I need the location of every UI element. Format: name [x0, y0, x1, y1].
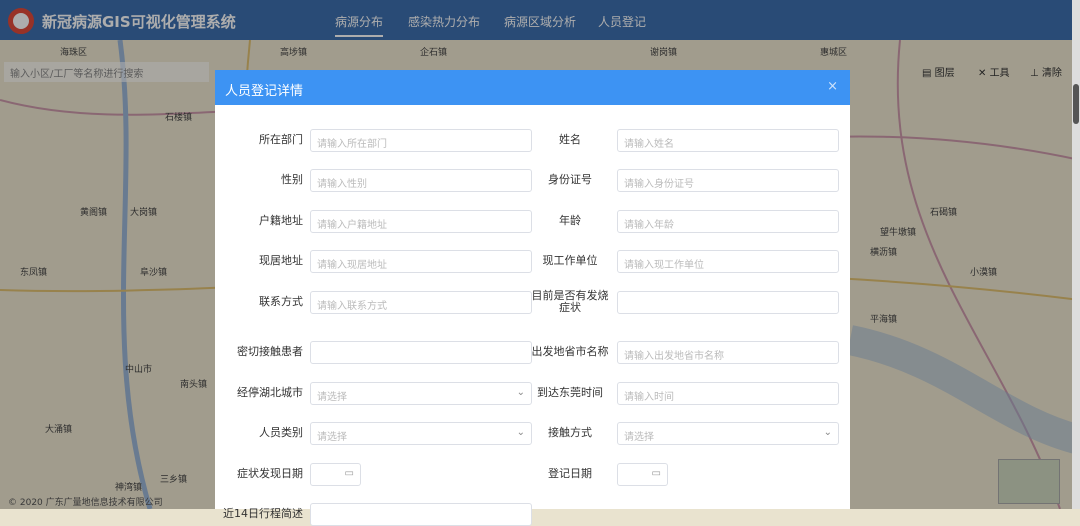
- text-input[interactable]: 请输入时间: [617, 382, 839, 405]
- select-field[interactable]: 请选择 ⌄: [617, 422, 839, 445]
- map-place-label: 黄阁镇: [80, 208, 108, 218]
- field-label: 现居地址: [259, 254, 303, 267]
- close-icon[interactable]: ×: [827, 79, 838, 94]
- map-place-label: 高埗镇: [280, 48, 308, 58]
- placeholder: 请输入身份证号: [624, 179, 694, 190]
- text-input[interactable]: 请输入性别: [310, 169, 532, 192]
- map-place-label: 中山市: [125, 365, 153, 375]
- placeholder: 请输入联系方式: [317, 301, 387, 312]
- field-label: 经停湖北城市: [237, 386, 303, 399]
- registration-detail-dialog: 人员登记详情 × 所在部门 请输入所在部门性别 请输入性别户籍地址 请输入户籍地址现居…: [215, 70, 850, 526]
- placeholder: 请输入所在部门: [317, 139, 387, 150]
- placeholder: 请选择: [317, 432, 347, 443]
- placeholder: 请输入户籍地址: [317, 220, 387, 231]
- text-input[interactable]: 请输入联系方式: [310, 291, 532, 314]
- text-input[interactable]: 请输入现工作单位: [617, 250, 839, 273]
- field-label: 登记日期: [548, 467, 592, 480]
- placeholder: 请输入时间: [624, 392, 674, 403]
- map-place-label: 石楼镇: [165, 113, 193, 123]
- nav-region-analysis[interactable]: 病源区域分析: [504, 15, 577, 29]
- logo-icon: [8, 8, 34, 34]
- map-place-label: 企石镇: [420, 48, 448, 58]
- field-label: 户籍地址: [259, 214, 303, 227]
- field-label: 联系方式: [259, 295, 303, 308]
- text-input[interactable]: 请输入所在部门: [310, 129, 532, 152]
- map-place-label: 大岗镇: [130, 208, 158, 218]
- map-place-label: 东凤镇: [20, 268, 48, 278]
- placeholder: 请输入性别: [317, 179, 367, 190]
- app-header: 新冠病源GIS可视化管理系统 病源分布 感染热力分布 病源区域分析 人员登记: [0, 0, 1080, 40]
- nav-heatmap[interactable]: 感染热力分布: [408, 15, 481, 29]
- map-copyright: © 2020 广东广量地信息技术有限公司: [8, 498, 163, 508]
- tools-label: 工具: [989, 68, 1010, 79]
- field-label: 人员类别: [259, 426, 303, 439]
- field-label: 接触方式: [548, 426, 592, 439]
- field-label: 密切接触患者: [237, 345, 303, 358]
- map-place-label: 横沥镇: [870, 248, 898, 258]
- placeholder: 请选择: [624, 432, 654, 443]
- text-input[interactable]: 请输入年龄: [617, 210, 839, 233]
- text-input[interactable]: 请输入现居地址: [310, 250, 532, 273]
- field-label: 姓名: [559, 133, 581, 146]
- tools-button[interactable]: ✕ 工具: [978, 68, 1010, 79]
- clear-button[interactable]: ⊥ 清除: [1030, 68, 1062, 79]
- map-place-label: 石碣镇: [930, 208, 958, 218]
- field-label: 近14日行程简述: [223, 507, 303, 520]
- calendar-icon: ▭: [651, 468, 661, 479]
- placeholder: 请输入现居地址: [317, 260, 387, 271]
- placeholder: 请选择: [317, 392, 347, 403]
- map-place-label: 南头镇: [180, 380, 208, 390]
- select-field[interactable]: 请选择 ⌄: [310, 422, 532, 445]
- app-title: 新冠病源GIS可视化管理系统: [42, 13, 236, 31]
- date-picker[interactable]: ▭: [310, 463, 361, 486]
- field-label: 身份证号: [548, 173, 592, 186]
- field-label: 现工作单位: [542, 254, 598, 267]
- dialog-title: 人员登记详情: [225, 84, 304, 99]
- text-input[interactable]: 请输入身份证号: [617, 169, 839, 192]
- calendar-icon: ▭: [344, 468, 354, 479]
- nav-personnel-registration[interactable]: 人员登记: [598, 15, 647, 29]
- map-place-label: 神湾镇: [115, 483, 143, 493]
- field-label: 性别: [281, 173, 303, 186]
- map-place-label: 惠城区: [820, 48, 848, 58]
- field-label: 症状发现日期: [237, 467, 303, 480]
- map-search-input[interactable]: 输入小区/工厂等名称进行搜索: [4, 62, 209, 82]
- layers-label: 图层: [934, 68, 955, 79]
- text-input[interactable]: [617, 291, 839, 314]
- text-input[interactable]: [310, 341, 532, 364]
- chevron-down-icon: ⌄: [823, 427, 832, 438]
- map-place-label: 谢岗镇: [650, 48, 678, 58]
- map-place-label: 小漠镇: [970, 268, 998, 278]
- map-place-label: 望牛墩镇: [880, 228, 917, 238]
- layers-tool-button[interactable]: ▤ 图层: [922, 68, 955, 79]
- map-place-label: 平海镇: [870, 315, 898, 325]
- map-place-label: 大涌镇: [45, 425, 73, 435]
- scrollbar-thumb[interactable]: [1073, 84, 1079, 124]
- text-input[interactable]: [310, 503, 532, 526]
- clear-label: 清除: [1041, 68, 1062, 79]
- map-place-label: 海珠区: [60, 48, 88, 58]
- placeholder: 请输入年龄: [624, 220, 674, 231]
- chevron-down-icon: ⌄: [516, 427, 525, 438]
- overview-minimap[interactable]: [998, 459, 1060, 504]
- dialog-header: 人员登记详情 ×: [215, 70, 850, 105]
- select-field[interactable]: 请选择 ⌄: [310, 382, 532, 405]
- field-label: 目前是否有发烧症状: [531, 289, 609, 314]
- placeholder: 请输入姓名: [624, 139, 674, 150]
- nav-disease-distribution[interactable]: 病源分布: [335, 13, 384, 37]
- text-input[interactable]: 请输入出发地省市名称: [617, 341, 839, 364]
- field-label: 出发地省市名称: [531, 345, 609, 358]
- map-place-label: 阜沙镇: [140, 268, 168, 278]
- page-scrollbar[interactable]: [1072, 0, 1080, 509]
- text-input[interactable]: 请输入户籍地址: [310, 210, 532, 233]
- placeholder: 请输入出发地省市名称: [624, 351, 724, 362]
- map-place-label: 三乡镇: [160, 475, 188, 485]
- text-input[interactable]: 请输入姓名: [617, 129, 839, 152]
- placeholder: 请输入现工作单位: [624, 260, 704, 271]
- field-label: 年龄: [559, 214, 581, 227]
- date-picker[interactable]: ▭: [617, 463, 668, 486]
- field-label: 所在部门: [259, 133, 303, 146]
- chevron-down-icon: ⌄: [516, 387, 525, 398]
- field-label: 到达东莞时间: [537, 386, 603, 399]
